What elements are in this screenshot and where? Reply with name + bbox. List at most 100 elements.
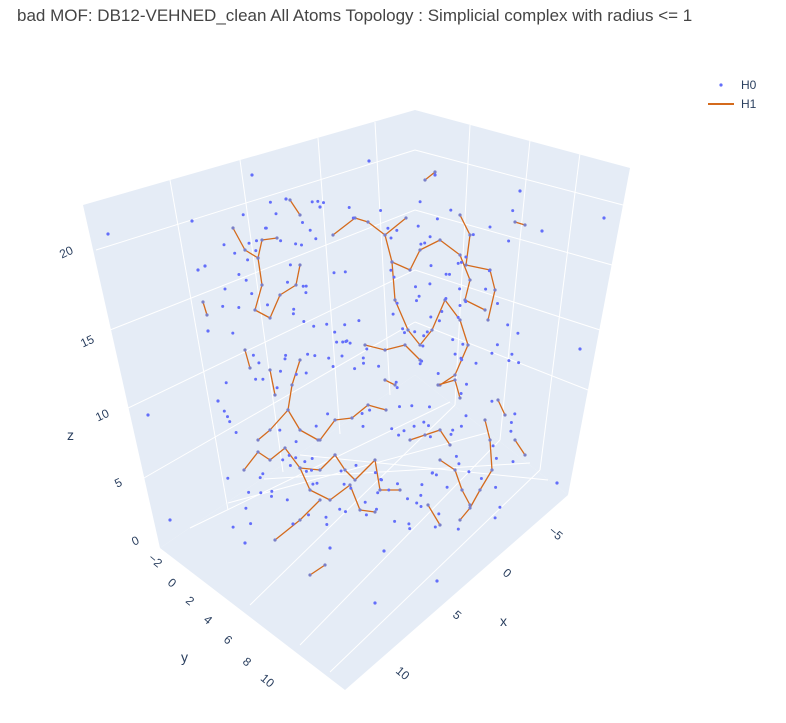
h1-vertex[interactable] [318, 498, 322, 502]
h0-point[interactable] [294, 242, 298, 246]
h1-edge[interactable] [299, 467, 311, 491]
h1-edge[interactable] [489, 439, 493, 471]
h0-point[interactable] [306, 352, 310, 356]
h0-point[interactable] [420, 483, 424, 487]
h1-edge[interactable] [439, 239, 461, 256]
h1-vertex[interactable] [404, 216, 408, 220]
h1-vertex[interactable] [426, 503, 430, 507]
h1-vertex[interactable] [384, 408, 388, 412]
h0-point[interactable] [308, 228, 312, 232]
h1-edge[interactable] [334, 454, 346, 471]
h0-point[interactable] [106, 232, 110, 236]
h0-point[interactable] [555, 481, 559, 485]
h1-vertex[interactable] [273, 538, 277, 542]
h1-vertex[interactable] [458, 253, 462, 257]
h0-point[interactable] [168, 518, 172, 522]
h0-point[interactable] [490, 399, 494, 403]
h0-point[interactable] [423, 241, 427, 245]
h0-point[interactable] [270, 494, 273, 498]
h0-point[interactable] [516, 331, 520, 335]
h1-vertex[interactable] [438, 523, 442, 527]
h1-vertex[interactable] [523, 223, 527, 227]
h1-edge[interactable] [269, 294, 281, 319]
h0-point[interactable] [270, 489, 274, 493]
h1-vertex[interactable] [256, 438, 260, 442]
h1-vertex[interactable] [423, 433, 427, 437]
h1-vertex[interactable] [308, 573, 312, 577]
h1-edge[interactable] [497, 399, 506, 416]
h0-point[interactable] [433, 525, 437, 529]
h1-vertex[interactable] [290, 383, 294, 387]
h1-vertex[interactable] [256, 256, 260, 260]
h0-point[interactable] [414, 285, 417, 289]
h1-vertex[interactable] [483, 308, 487, 312]
h0-point[interactable] [540, 229, 544, 233]
h0-point[interactable] [436, 372, 440, 375]
h0-point[interactable] [510, 352, 514, 356]
h0-point[interactable] [146, 413, 150, 417]
h1-edge[interactable] [334, 417, 353, 421]
h0-point[interactable] [449, 208, 453, 212]
h0-point[interactable] [494, 485, 498, 489]
h0-point[interactable] [294, 440, 298, 444]
h0-point[interactable] [223, 287, 227, 291]
h0-point[interactable] [196, 268, 200, 272]
h0-point[interactable] [456, 315, 460, 319]
h0-point[interactable] [307, 513, 310, 517]
h1-vertex[interactable] [318, 438, 322, 442]
h1-edge[interactable] [464, 299, 486, 311]
h0-point[interactable] [419, 242, 423, 246]
h1-edge[interactable] [261, 237, 278, 241]
h0-point[interactable] [249, 522, 253, 526]
h1-vertex[interactable] [478, 488, 482, 492]
h1-vertex[interactable] [438, 458, 442, 462]
h1-vertex[interactable] [486, 318, 490, 322]
h0-point[interactable] [325, 523, 329, 526]
h1-edge[interactable] [279, 284, 297, 296]
h0-point[interactable] [354, 463, 358, 467]
h0-point[interactable] [243, 541, 247, 545]
h0-point[interactable] [363, 500, 367, 504]
h1-vertex[interactable] [288, 198, 292, 202]
h1-vertex[interactable] [408, 268, 412, 272]
h1-edge[interactable] [454, 379, 461, 399]
h0-point[interactable] [257, 361, 261, 365]
h1-edge[interactable] [332, 217, 356, 236]
h0-point[interactable] [246, 258, 250, 262]
h0-point[interactable] [484, 287, 488, 291]
h1-edge[interactable] [439, 429, 451, 446]
h0-point[interactable] [284, 353, 288, 357]
h0-point[interactable] [394, 380, 398, 384]
h1-vertex[interactable] [248, 366, 252, 370]
h0-point[interactable] [402, 429, 406, 433]
h1-edge[interactable] [269, 369, 276, 396]
h1-vertex[interactable] [490, 468, 494, 472]
h0-point[interactable] [387, 488, 391, 492]
h0-point[interactable] [487, 269, 491, 273]
h0-point[interactable] [448, 272, 451, 276]
h0-point[interactable] [434, 473, 438, 477]
h1-vertex[interactable] [403, 343, 407, 347]
h0-point[interactable] [412, 424, 416, 428]
h1-vertex[interactable] [468, 233, 472, 237]
h0-point[interactable] [313, 354, 317, 358]
h0-point[interactable] [254, 377, 258, 381]
h1-vertex[interactable] [483, 418, 487, 422]
h0-point[interactable] [507, 239, 511, 243]
h0-point[interactable] [451, 428, 455, 432]
h0-point[interactable] [395, 301, 399, 305]
h0-point[interactable] [357, 319, 361, 323]
h1-edge[interactable] [244, 349, 251, 369]
h1-edge[interactable] [243, 451, 259, 471]
h1-edge[interactable] [464, 279, 471, 301]
h0-point[interactable] [413, 330, 417, 334]
h0-point[interactable] [428, 235, 432, 239]
h0-point[interactable] [281, 458, 285, 462]
h0-point[interactable] [449, 432, 453, 436]
h0-point[interactable] [421, 344, 425, 348]
h0-point[interactable] [453, 352, 457, 356]
h0-point[interactable] [517, 361, 521, 365]
h0-point[interactable] [190, 219, 194, 223]
h0-point[interactable] [459, 424, 463, 428]
h0-point[interactable] [340, 354, 344, 358]
